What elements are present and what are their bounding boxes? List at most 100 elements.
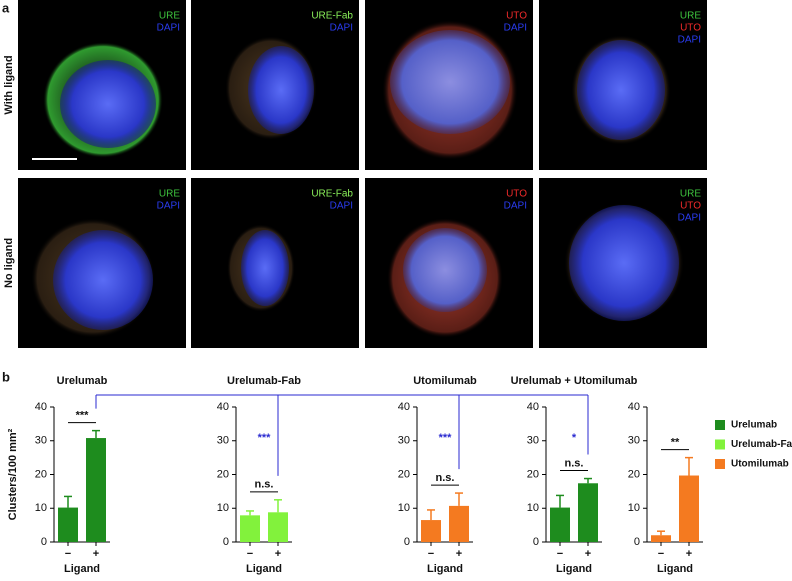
chart-title: Urelumab-Fab: [227, 375, 301, 387]
channel-label: DAPI: [330, 201, 353, 212]
comparison-label: ***: [439, 432, 453, 444]
y-tick-label: 40: [35, 401, 47, 413]
bar: [268, 512, 288, 542]
x-tick-label: −: [65, 548, 71, 560]
y-axis-label: Clusters/100 mm²: [7, 428, 19, 520]
significance-label: n.s.: [436, 472, 455, 484]
nucleus: [60, 60, 156, 148]
comparison-label: ***: [258, 432, 272, 444]
row-label: No ligand: [3, 238, 15, 288]
x-axis-label: Ligand: [657, 563, 693, 575]
legend-label: Utomilumab: [731, 459, 789, 470]
legend-swatch: [715, 459, 725, 469]
channel-label: URE-Fab: [311, 11, 353, 22]
chart-title: Utomilumab: [413, 375, 477, 387]
nucleus: [241, 230, 289, 306]
chart-title: Urelumab + Utomilumab: [511, 375, 638, 387]
x-tick-label: +: [456, 548, 462, 560]
legend-label: Urelumab-Fab: [731, 439, 792, 450]
y-tick-label: 0: [404, 536, 410, 548]
micrograph-grid: With ligandUREDAPIURE-FabDAPIUTODAPIUREU…: [3, 0, 707, 348]
bar: [240, 515, 260, 542]
x-tick-label: −: [557, 548, 563, 560]
x-tick-label: +: [93, 548, 99, 560]
channel-label: UTO: [680, 23, 701, 34]
nucleus: [53, 230, 153, 330]
y-tick-label: 0: [41, 536, 47, 548]
panel-label: a: [2, 0, 10, 15]
bar: [651, 535, 671, 542]
nucleus: [577, 40, 665, 140]
x-tick-label: +: [585, 548, 591, 560]
significance-label: ***: [76, 410, 90, 422]
channel-label: URE: [159, 11, 180, 22]
bar: [449, 505, 469, 542]
x-axis-label: Ligand: [427, 563, 463, 575]
channel-label: DAPI: [157, 23, 180, 34]
y-tick-label: 30: [35, 435, 47, 447]
x-tick-label: −: [658, 548, 664, 560]
y-tick-label: 10: [628, 502, 640, 514]
y-tick-label: 30: [527, 435, 539, 447]
channel-label: UTO: [680, 201, 701, 212]
bar: [550, 507, 570, 542]
y-tick-label: 20: [217, 468, 229, 480]
channel-label: DAPI: [157, 201, 180, 212]
y-tick-label: 40: [217, 401, 229, 413]
channel-label: DAPI: [678, 35, 701, 46]
y-tick-label: 40: [527, 401, 539, 413]
y-tick-label: 20: [628, 468, 640, 480]
x-tick-label: +: [275, 548, 281, 560]
significance-label: n.s.: [565, 457, 584, 469]
bar: [421, 520, 441, 542]
nucleus: [248, 46, 314, 134]
x-tick-label: −: [247, 548, 253, 560]
x-axis-label: Ligand: [64, 563, 100, 575]
y-tick-label: 10: [527, 502, 539, 514]
y-tick-label: 30: [398, 435, 410, 447]
row-label: With ligand: [3, 55, 15, 114]
bar: [679, 475, 699, 542]
significance-label: n.s.: [255, 479, 274, 491]
x-axis-label: Ligand: [246, 563, 282, 575]
y-tick-label: 10: [217, 502, 229, 514]
nucleus: [403, 228, 487, 312]
nucleus: [390, 30, 510, 134]
channel-label: UTO: [506, 11, 527, 22]
y-tick-label: 0: [634, 536, 640, 548]
y-tick-label: 0: [533, 536, 539, 548]
bar: [86, 438, 106, 542]
channel-label: UTO: [506, 189, 527, 200]
channel-label: DAPI: [678, 213, 701, 224]
bar-charts: 0 10 20 30 40 − + Ligand Urelumab Clusters/100 mm…: [7, 375, 792, 575]
y-tick-label: 20: [35, 468, 47, 480]
channel-label: URE: [159, 189, 180, 200]
x-axis-label: Ligand: [556, 563, 592, 575]
legend-swatch: [715, 420, 725, 430]
bar: [58, 507, 78, 542]
channel-label: DAPI: [504, 23, 527, 34]
panel-label: b: [2, 369, 10, 384]
y-tick-label: 30: [217, 435, 229, 447]
y-tick-label: 40: [628, 401, 640, 413]
y-tick-label: 40: [398, 401, 410, 413]
y-tick-label: 30: [628, 435, 640, 447]
y-tick-label: 20: [527, 468, 539, 480]
y-tick-label: 10: [35, 502, 47, 514]
significance-label: **: [671, 437, 680, 449]
legend-label: Urelumab: [731, 420, 777, 431]
legend-swatch: [715, 439, 725, 450]
channel-label: URE: [680, 189, 701, 200]
channel-label: URE-Fab: [311, 189, 353, 200]
channel-label: URE: [680, 11, 701, 22]
comparison-label: *: [572, 432, 577, 444]
channel-label: DAPI: [330, 23, 353, 34]
chart-title: Urelumab: [57, 375, 108, 387]
y-tick-label: 20: [398, 468, 410, 480]
x-tick-label: −: [428, 548, 434, 560]
y-tick-label: 0: [223, 536, 229, 548]
x-tick-label: +: [686, 548, 692, 560]
nucleus: [569, 205, 679, 321]
channel-label: DAPI: [504, 201, 527, 212]
